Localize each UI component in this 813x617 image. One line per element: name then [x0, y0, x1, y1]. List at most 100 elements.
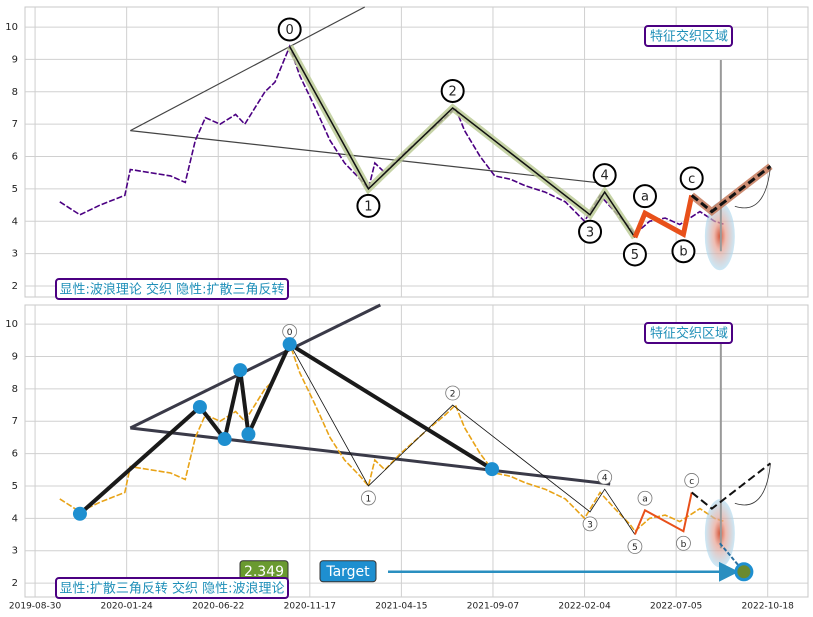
wave-label-circle	[679, 166, 704, 191]
wave-label: 1	[361, 490, 376, 506]
y-tick-label: 6	[12, 152, 18, 163]
pattern-point	[282, 337, 297, 352]
x-tick-label: 2022-10-18	[742, 602, 795, 612]
x-tick-label: 2020-01-24	[100, 602, 153, 612]
wave-label-text: 0	[286, 23, 294, 38]
wave-label: a	[637, 490, 653, 506]
wave-label: 3	[582, 516, 598, 532]
wave-label: 2	[445, 385, 461, 401]
wave-label-circle	[582, 516, 598, 532]
wave-label: 0	[277, 17, 302, 42]
triangle-upper	[129, 303, 381, 430]
target-label-box	[319, 560, 377, 583]
wave-label-text: a	[642, 495, 648, 505]
zone-label-box	[644, 322, 733, 344]
wave-label: b	[671, 239, 696, 264]
wave-label-text: 2	[449, 84, 457, 99]
wave-label-text: 4	[601, 169, 609, 184]
projection-arc	[734, 166, 771, 209]
y-tick-label: 3	[12, 249, 18, 260]
wave-label-text: a	[641, 190, 649, 205]
wave-label: c	[684, 473, 700, 488]
y-tick-label: 7	[12, 119, 18, 130]
wave-label-text: 5	[632, 543, 638, 553]
wave-label-text: c	[688, 172, 695, 187]
y-tick-label: 6	[12, 449, 18, 460]
wave-label-circle	[356, 193, 381, 218]
wave-label-text: 5	[631, 248, 639, 263]
wave-label-circle	[676, 535, 691, 551]
wave-label-text: 0	[287, 328, 293, 338]
x-tick-label: 2019-08-30	[9, 602, 62, 612]
wave-label: c	[679, 166, 704, 191]
wave-label: 5	[627, 539, 643, 554]
y-tick-label: 2	[12, 578, 18, 589]
impulse-wave	[289, 46, 636, 238]
y-tick-label: 10	[5, 319, 18, 330]
y-tick-label: 8	[12, 87, 18, 98]
y-tick-label: 9	[12, 351, 18, 362]
wave-label: 1	[356, 193, 381, 218]
caption: 显性:波浪理论 交织 隐性:扩散三角反转	[59, 282, 284, 298]
wave-label-text: 4	[602, 474, 608, 484]
target-value: 2.349	[244, 564, 284, 580]
wave-label-circle	[361, 490, 376, 506]
x-tick-label: 2020-06-22	[192, 602, 244, 612]
triangle-lower	[130, 130, 611, 185]
wave-label-circle	[671, 239, 696, 264]
wave-label-text: 1	[366, 494, 372, 504]
x-tick-label: 2020-11-17	[284, 602, 336, 612]
target-point	[734, 562, 754, 582]
wave-label: a	[632, 184, 657, 209]
corrective-wave	[633, 492, 693, 535]
zone-label: 特征交织区域	[650, 326, 728, 342]
wave-label-text: 2	[450, 390, 456, 400]
wave-label-circle	[445, 385, 461, 401]
wave-label-circle	[622, 242, 647, 267]
pattern-point	[233, 363, 248, 378]
y-tick-label: 4	[12, 216, 18, 227]
x-tick-label: 2022-07-05	[650, 602, 702, 612]
price-line	[59, 341, 725, 533]
wave-label-circle	[277, 17, 302, 42]
wave-label-text: b	[681, 540, 687, 550]
triangle-lower	[130, 426, 611, 486]
caption-box	[55, 278, 289, 300]
wave-label-circle	[632, 184, 657, 209]
zone-label: 特征交织区域	[650, 29, 728, 45]
y-tick-label: 5	[12, 184, 18, 195]
wave-label-circle	[684, 473, 700, 488]
pattern-point	[72, 506, 87, 521]
wave-label-text: c	[689, 477, 694, 487]
extension	[691, 462, 772, 510]
wave-label: 2	[440, 78, 465, 103]
pattern-point	[485, 462, 500, 477]
y-tick-label: 7	[12, 416, 18, 427]
y-tick-label: 3	[12, 546, 18, 557]
wave-label: 5	[622, 242, 647, 267]
zone-label-box	[644, 25, 733, 47]
wave-label-text: 3	[586, 225, 594, 240]
wave-label-circle	[578, 219, 603, 244]
pattern-point	[192, 399, 207, 414]
projection-arc	[734, 463, 771, 506]
wave-label-circle	[440, 78, 465, 103]
caption-box	[55, 577, 289, 599]
pattern-point	[241, 427, 256, 442]
y-tick-label: 4	[12, 513, 18, 524]
wave-label: 4	[597, 469, 613, 485]
y-tick-label: 8	[12, 384, 18, 395]
extension	[690, 165, 772, 214]
x-tick-label: 2022-02-04	[558, 602, 611, 612]
wave-label-circle	[637, 490, 653, 506]
wave-label-text: 1	[364, 199, 372, 214]
corrective-wave	[632, 194, 695, 239]
wave-label-circle	[627, 539, 643, 554]
triangle-upper	[130, 6, 366, 132]
plot-area	[24, 304, 809, 598]
wave-label-text: 3	[587, 520, 593, 530]
y-tick-label: 5	[12, 481, 18, 492]
x-tick-label: 2021-09-07	[467, 602, 519, 612]
caption: 显性:扩散三角反转 交织 隐性:波浪理论	[59, 581, 284, 597]
